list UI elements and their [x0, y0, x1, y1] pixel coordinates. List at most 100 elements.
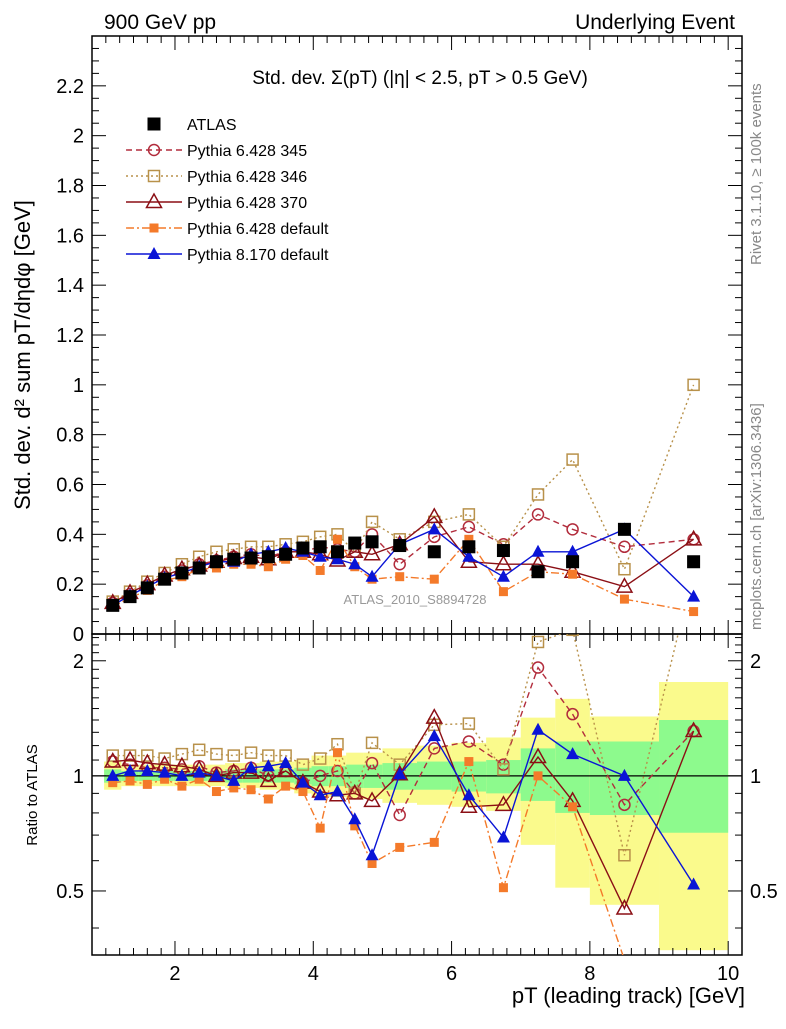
ratio-series-pythia-8-170-default [106, 722, 701, 890]
ratio-point [246, 785, 256, 795]
data-point [566, 523, 579, 536]
data-point [158, 572, 172, 586]
ratio-point [496, 830, 510, 843]
y-tick-label: 1.4 [56, 275, 84, 297]
data-point [462, 520, 476, 534]
data-point [140, 581, 154, 595]
ratio-point [296, 758, 310, 771]
side-mcplots: mcplots.cern.ch [arXiv:1306.3436] [748, 403, 765, 630]
legend-label: ATLAS [187, 117, 237, 134]
ratio-point [160, 774, 170, 784]
series-atlas [106, 522, 701, 612]
legend-label: Pythia 8.170 default [187, 247, 329, 264]
data-point [566, 544, 580, 557]
data-point [365, 535, 379, 549]
data-point [261, 550, 275, 564]
data-point [313, 540, 327, 554]
ratio-y-tick-label: 0.5 [56, 881, 84, 903]
y-tick-label: 0.6 [56, 475, 84, 497]
ratio-point [345, 783, 364, 800]
ratio-point [298, 787, 308, 797]
ratio-point [330, 784, 344, 797]
x-tick-label: 6 [446, 963, 457, 985]
ratio-y-tick-label-right: 2 [750, 651, 761, 673]
ratio-point [261, 759, 275, 772]
data-point [462, 508, 476, 521]
data-point [687, 555, 701, 569]
header-left: 900 GeV pp [104, 11, 216, 34]
ratio-point [296, 775, 310, 788]
data-point [619, 594, 629, 604]
ratio-point [158, 765, 172, 778]
plot-text: 900 GeV pp Underlying Event ATLAS_2010_S… [104, 11, 765, 630]
ratio-point [460, 797, 478, 814]
data-point [615, 577, 634, 593]
ratio-point [106, 768, 120, 781]
data-point [566, 555, 580, 569]
y-tick-label: 1.8 [56, 176, 84, 198]
ratio-point [313, 752, 327, 765]
header-right: Underlying Event [575, 11, 735, 34]
ratio-point [390, 764, 409, 781]
ratio-point [348, 812, 362, 825]
ratio-point [259, 771, 278, 788]
ratio-point [227, 749, 241, 762]
ratio-point [332, 748, 342, 758]
main-series-group [103, 378, 703, 617]
legend-entry-atlas: ATLAS [147, 117, 237, 134]
ratio-point [209, 768, 223, 781]
ratio-point [395, 842, 405, 852]
data-point [496, 569, 510, 582]
ratio-point [566, 634, 579, 637]
ratio-point [367, 858, 377, 868]
ratio-y-tick-label: 1 [73, 766, 84, 788]
y-tick-label: 1.2 [56, 325, 84, 347]
data-point [123, 590, 137, 604]
ratio-point [618, 798, 631, 812]
y-tick-label: 2.2 [56, 76, 84, 98]
ratio-y-tick-label-right: 1 [750, 766, 761, 788]
ratio-point [192, 765, 206, 778]
data-point [348, 536, 362, 550]
ratio-point [462, 717, 476, 730]
side-rivet: Rivet 3.1.10, ≥ 100k events [748, 83, 765, 265]
ratio-point [227, 773, 241, 786]
y-tick-label: 0 [73, 624, 84, 646]
data-point [464, 534, 474, 544]
ratio-series-group [103, 634, 703, 955]
data-point [330, 545, 344, 559]
ratio-point [331, 764, 344, 778]
legend-marker [147, 247, 161, 259]
data-point [192, 561, 206, 575]
ratio-series-pythia-6-428-default [108, 748, 624, 955]
ratio-point [497, 763, 510, 776]
ratio-point [194, 774, 204, 784]
ratio-point [531, 635, 545, 649]
legend-entry-pythia-6-428-345: Pythia 6.428 345 [126, 143, 307, 160]
ratio-y-axis-label: Ratio to ATLAS [24, 744, 41, 845]
legend-label: Pythia 6.428 345 [187, 143, 307, 160]
data-point [531, 508, 545, 521]
data-point [462, 549, 476, 562]
ratio-point [529, 747, 547, 764]
ratio-point [177, 781, 187, 791]
ratio-point [103, 752, 122, 768]
data-point [209, 555, 223, 569]
legend-entry-pythia-6-428-370: Pythia 6.428 370 [126, 192, 307, 212]
legend-entry-pythia-8-170-default: Pythia 8.170 default [126, 247, 329, 264]
data-point [263, 562, 273, 572]
ratio-point [263, 794, 273, 804]
plot-data [103, 378, 703, 955]
data-point [348, 557, 362, 570]
ratio-line [112, 634, 679, 856]
ratio-point [566, 747, 580, 760]
data-point [531, 544, 545, 557]
data-point [462, 540, 476, 554]
main-y-axis-label: Std. dev. d² sum pT/dηdφ [GeV] [10, 200, 35, 510]
data-point [279, 547, 293, 561]
ratio-point [313, 788, 327, 801]
data-point [315, 565, 325, 575]
ratio-point [140, 763, 154, 776]
